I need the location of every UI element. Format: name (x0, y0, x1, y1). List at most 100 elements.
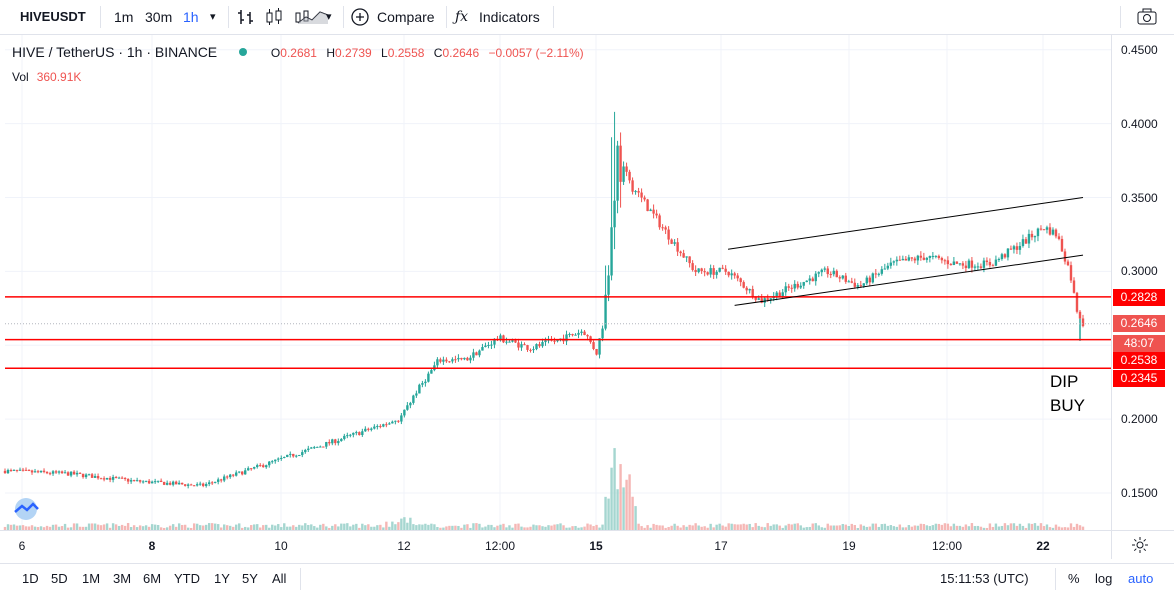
candle-body (736, 275, 739, 279)
candle-body (1006, 248, 1010, 258)
range-1d[interactable]: 1D (22, 571, 39, 586)
range-all[interactable]: All (272, 571, 287, 586)
candle-body (727, 271, 730, 276)
candle-body (931, 255, 935, 257)
candle-body (412, 395, 415, 403)
candle-body (829, 274, 832, 276)
volume-bar (664, 527, 667, 530)
candle-body (93, 476, 97, 478)
compare-plus-icon[interactable] (350, 7, 370, 27)
indicators-button[interactable]: Indicators (479, 9, 540, 25)
volume-bar (171, 524, 175, 530)
candle-body (964, 265, 968, 269)
candles-style-icon[interactable] (264, 7, 284, 27)
volume-bar (769, 525, 772, 530)
chart-style-chevron-down-icon[interactable]: ▾ (326, 11, 332, 23)
price-tick-label: 0.3000 (1121, 264, 1158, 279)
candle-body (958, 263, 962, 265)
compare-button[interactable]: Compare (377, 9, 435, 25)
candle-body (448, 361, 451, 363)
tradingview-logo-icon[interactable] (10, 497, 42, 521)
volume-bar (81, 526, 85, 530)
time-tick-label: 15 (589, 539, 603, 553)
volume-bar (340, 523, 343, 530)
range-1y[interactable]: 1Y (214, 571, 230, 586)
range-3m[interactable]: 3M (113, 571, 132, 586)
volume-bar (406, 522, 409, 530)
settings-gear-icon[interactable] (1131, 536, 1149, 554)
candle-body (493, 338, 496, 345)
candle-body (853, 282, 856, 287)
candle-body (1012, 246, 1016, 250)
volume-bar (454, 525, 457, 530)
auto-scale-toggle[interactable]: auto (1128, 571, 1154, 586)
volume-bar (241, 527, 244, 530)
interval-30m[interactable]: 30m (145, 9, 173, 25)
log-scale-toggle[interactable]: log (1095, 571, 1113, 586)
volume-bar (457, 525, 460, 530)
camera-icon[interactable] (1136, 7, 1158, 27)
candle-body (532, 349, 535, 351)
candle-body (721, 267, 724, 269)
volume-bar (1027, 523, 1031, 530)
area-style-icon[interactable] (296, 7, 332, 27)
volume-bar (66, 527, 70, 530)
candle-body (123, 477, 127, 479)
interval-chevron-down-icon[interactable]: ▾ (210, 11, 216, 23)
ohlc-values: O0.2681 H0.2739 L0.2558 C0.2646 −0.0057 … (270, 46, 584, 60)
volume-bar (87, 523, 91, 530)
volume-bar (634, 506, 637, 530)
volume-bar (520, 526, 523, 530)
volume-bar (727, 523, 730, 530)
volume-bar (721, 525, 724, 530)
candle-body (865, 277, 868, 284)
volume-bar (568, 527, 571, 530)
toolbar-divider (1120, 6, 1121, 28)
range-ytd[interactable]: YTD (174, 571, 200, 586)
volume-bar (493, 527, 496, 530)
interval-1m[interactable]: 1m (114, 9, 134, 25)
range-1m[interactable]: 1M (82, 571, 101, 586)
range-5y[interactable]: 5Y (242, 571, 258, 586)
volume-bar (1048, 527, 1052, 530)
candle-body (808, 278, 811, 281)
toolbar-divider (228, 6, 229, 28)
volume-bar (391, 521, 394, 530)
candle-body (526, 345, 529, 350)
volume-bar (96, 524, 100, 530)
candle-body (1075, 292, 1079, 312)
range-6m[interactable]: 6M (143, 571, 162, 586)
candle-body (406, 405, 409, 410)
volume-bar (310, 524, 313, 530)
percent-scale-toggle[interactable]: % (1068, 571, 1080, 586)
volume-bar (445, 526, 448, 530)
interval-1h[interactable]: 1h (183, 9, 199, 25)
chart-legend: HIVE / TetherUS · 1h · BINANCE O0.2681 H… (12, 44, 590, 60)
volume-bar (256, 524, 259, 530)
bar-style-icon[interactable] (236, 7, 256, 27)
volume-bar (730, 523, 733, 530)
utc-clock[interactable]: 15:11:53 (UTC) (940, 571, 1029, 586)
candle-body (313, 447, 316, 449)
volume-bar (502, 523, 505, 530)
price-tick-label: 0.4500 (1121, 42, 1158, 57)
volume-bar (147, 526, 151, 530)
candle-body (664, 227, 667, 230)
volume-bar (307, 524, 310, 530)
candle-body (709, 268, 712, 275)
volume-bar (174, 526, 178, 530)
indicators-fx-icon[interactable]: ƒx (455, 9, 469, 25)
symbol-search[interactable]: HIVEUSDT (20, 9, 86, 24)
volume-bar (691, 525, 694, 530)
volume-bar (168, 525, 172, 530)
price-tick-label: 0.4000 (1121, 116, 1158, 131)
candle-body (340, 438, 343, 442)
candle-body (796, 283, 799, 288)
high-value: 0.2739 (334, 46, 372, 60)
range-5d[interactable]: 5D (51, 571, 68, 586)
candle-body (592, 342, 595, 349)
volume-bar (733, 524, 736, 530)
candle-body (247, 468, 250, 471)
volume-bar (1033, 523, 1037, 530)
